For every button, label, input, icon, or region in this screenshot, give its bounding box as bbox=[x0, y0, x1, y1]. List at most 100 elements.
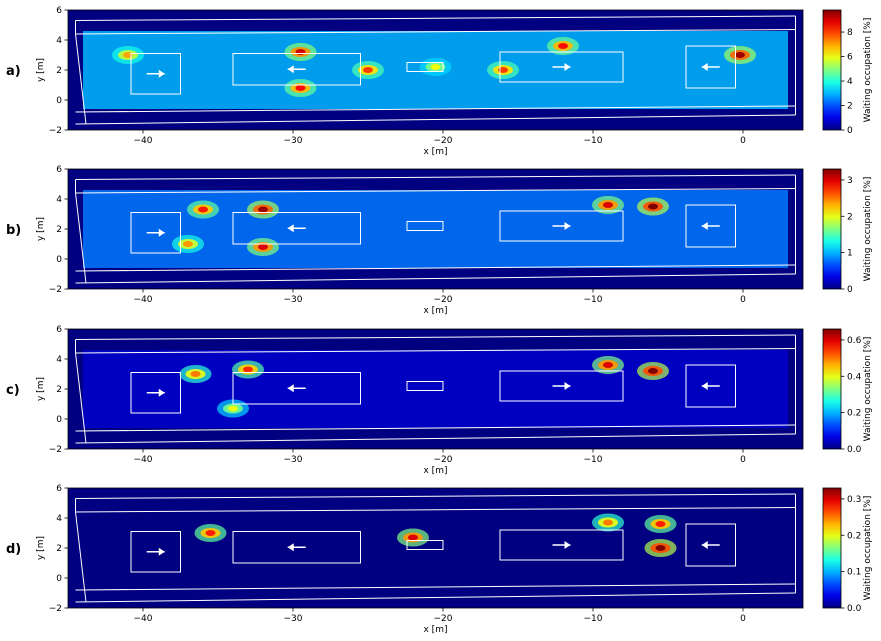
y-axis-label: y [m] bbox=[36, 217, 46, 241]
heatmap-hotspot-core bbox=[228, 405, 238, 412]
x-tick-label: −40 bbox=[134, 295, 153, 305]
heatmap-layer bbox=[83, 190, 788, 268]
x-tick-label: −40 bbox=[134, 614, 153, 624]
train-outline bbox=[499, 51, 624, 83]
direction-arrow-head bbox=[701, 222, 708, 230]
x-tick-label: 0 bbox=[740, 295, 746, 305]
y-tick-label: −2 bbox=[49, 604, 62, 614]
train-outline bbox=[685, 523, 736, 567]
y-tick-label: 6 bbox=[56, 165, 62, 175]
x-tick-label: −30 bbox=[284, 295, 303, 305]
heatmap-hotspot-core bbox=[558, 43, 568, 49]
heatmap-hotspot-core bbox=[295, 49, 306, 55]
direction-arrow-head bbox=[287, 384, 294, 393]
colorbar-tick-label: 0.1 bbox=[847, 568, 861, 578]
direction-arrow-head bbox=[564, 222, 571, 230]
platform-outline bbox=[75, 583, 796, 591]
train-outline bbox=[499, 370, 624, 402]
platform-outline bbox=[75, 352, 87, 444]
panel-label: d) bbox=[6, 542, 21, 557]
train-outline bbox=[232, 531, 361, 564]
x-tick-label: −20 bbox=[434, 136, 453, 146]
colorbar-label: Waiting occupation [%] bbox=[863, 337, 873, 442]
platform-outline bbox=[75, 348, 796, 354]
panel-label: b) bbox=[6, 223, 21, 238]
train-outline bbox=[130, 372, 181, 414]
heatmap-hotspot-core bbox=[363, 67, 373, 73]
train-outline bbox=[499, 210, 624, 242]
train-outline bbox=[130, 53, 181, 95]
heatmap-layer bbox=[83, 350, 788, 428]
heatmap-hotspot-core bbox=[603, 202, 613, 208]
heatmap-layer bbox=[194, 513, 677, 557]
colorbar bbox=[822, 328, 842, 450]
y-tick-label: 0 bbox=[56, 415, 62, 425]
y-tick-label: 6 bbox=[56, 6, 62, 16]
direction-arrow-head bbox=[701, 63, 708, 71]
heatmap-hotspot-core bbox=[205, 530, 216, 536]
heatmap-hotspot-core bbox=[183, 241, 193, 247]
plot-background bbox=[68, 488, 803, 608]
y-tick-label: 0 bbox=[56, 96, 62, 106]
train-outline bbox=[130, 531, 181, 573]
x-tick-label: −20 bbox=[434, 455, 453, 465]
y-tick-label: 6 bbox=[56, 484, 62, 494]
x-axis-label: x [m] bbox=[424, 625, 448, 635]
direction-arrow-head bbox=[158, 388, 165, 397]
platform-outline bbox=[75, 15, 796, 21]
colorbar bbox=[822, 9, 842, 131]
y-axis-label: y [m] bbox=[36, 377, 46, 401]
x-tick-label: −20 bbox=[434, 295, 453, 305]
y-tick-label: 2 bbox=[56, 385, 62, 395]
x-tick-label: −30 bbox=[284, 614, 303, 624]
platform-outline bbox=[75, 114, 796, 125]
heatmap-hotspot-core bbox=[258, 206, 268, 213]
heatmap-band bbox=[83, 190, 788, 268]
x-tick-label: −10 bbox=[584, 614, 603, 624]
x-tick-label: −10 bbox=[584, 295, 603, 305]
panel-label: c) bbox=[6, 383, 20, 398]
platform-outline bbox=[75, 188, 796, 194]
platform-outline bbox=[75, 264, 796, 272]
y-axis-label: y [m] bbox=[36, 58, 46, 82]
train-outline bbox=[499, 529, 624, 561]
colorbar-tick-label: 0.0 bbox=[847, 445, 862, 455]
x-tick-label: −20 bbox=[434, 614, 453, 624]
direction-arrow-head bbox=[564, 541, 571, 549]
platform-outline bbox=[75, 424, 796, 432]
x-tick-label: 0 bbox=[740, 455, 746, 465]
colorbar-tick-label: 4 bbox=[847, 77, 853, 87]
train-outline bbox=[232, 372, 361, 405]
heatmap-hotspot-core bbox=[648, 368, 658, 374]
colorbar-label: Waiting occupation [%] bbox=[863, 18, 873, 123]
platform-outline bbox=[75, 105, 796, 113]
heatmap-hotspot-core bbox=[735, 52, 745, 58]
train-outline bbox=[685, 45, 736, 89]
train-outline bbox=[232, 53, 361, 86]
y-tick-label: 4 bbox=[56, 195, 62, 205]
direction-arrow-head bbox=[287, 543, 294, 552]
y-tick-label: −2 bbox=[49, 126, 62, 136]
colorbar-tick-label: 1 bbox=[847, 249, 853, 259]
heatmap-hotspot-core bbox=[198, 206, 208, 213]
train-outline bbox=[130, 212, 181, 254]
x-axis-label: x [m] bbox=[424, 306, 448, 316]
y-tick-label: 4 bbox=[56, 355, 62, 365]
x-tick-label: −40 bbox=[134, 136, 153, 146]
panel-label: a) bbox=[6, 64, 21, 79]
heatmap-hotspot-core bbox=[430, 64, 441, 70]
direction-arrow-head bbox=[564, 382, 571, 390]
colorbar-tick-label: 0.6 bbox=[847, 336, 862, 346]
platform-outline bbox=[75, 33, 87, 125]
y-tick-label: 0 bbox=[56, 574, 62, 584]
x-axis-label: x [m] bbox=[424, 147, 448, 157]
heatmap-hotspot-core bbox=[603, 519, 613, 526]
train-outline bbox=[685, 364, 736, 408]
x-tick-label: −30 bbox=[284, 455, 303, 465]
y-tick-label: 4 bbox=[56, 36, 62, 46]
heatmap-hotspot-core bbox=[648, 203, 658, 210]
heatmap-layer bbox=[83, 31, 788, 109]
